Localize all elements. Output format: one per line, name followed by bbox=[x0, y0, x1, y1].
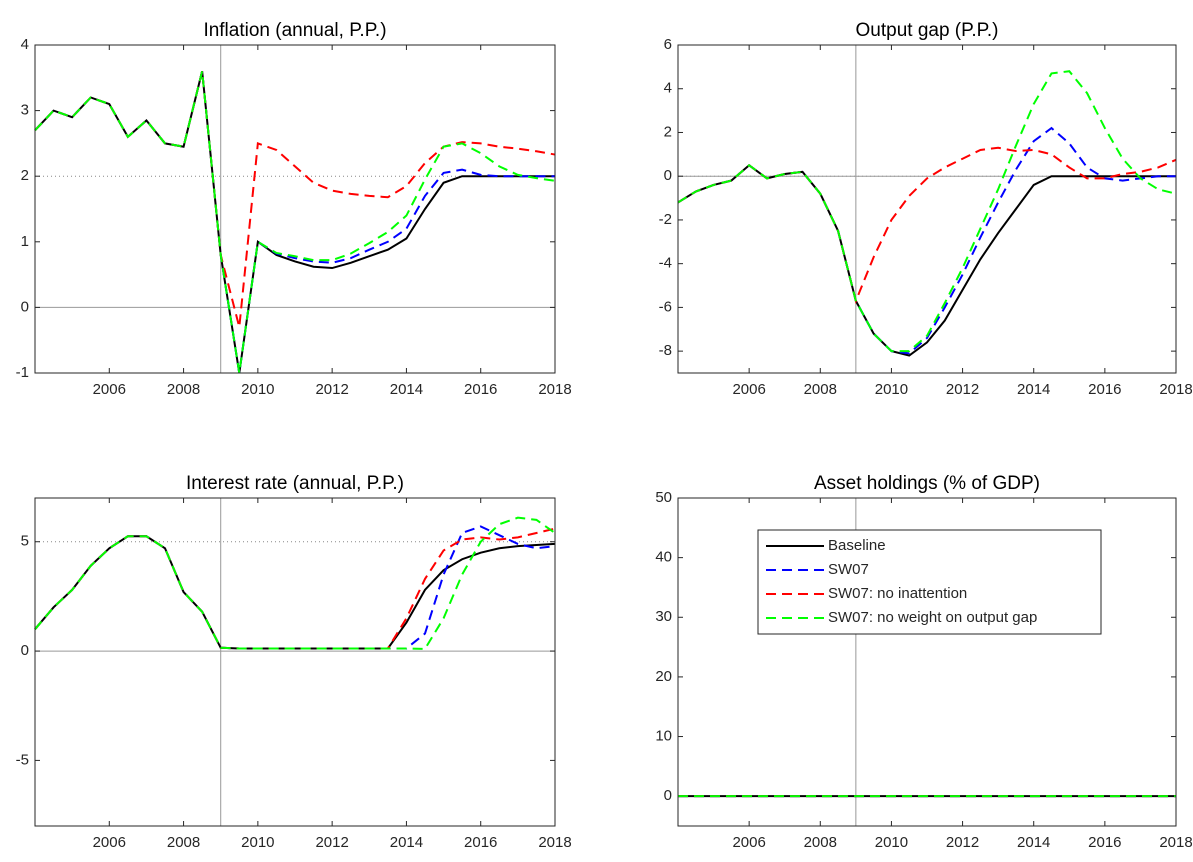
series-line bbox=[677, 70, 1177, 353]
x-tick-label: 2010 bbox=[241, 834, 274, 851]
y-tick-label: 1 bbox=[21, 233, 29, 250]
x-tick-label: 2016 bbox=[1088, 834, 1121, 851]
legend-label: SW07: no weight on output gap bbox=[828, 609, 1037, 626]
x-tick-label: 2006 bbox=[732, 381, 765, 398]
x-tick-label: 2012 bbox=[315, 381, 348, 398]
series-line bbox=[34, 71, 556, 374]
y-tick-label: -5 bbox=[16, 751, 29, 768]
y-tick-label: 10 bbox=[655, 728, 672, 745]
chart-title: Output gap (P.P.) bbox=[856, 20, 999, 41]
x-tick-label: 2018 bbox=[538, 834, 571, 851]
x-tick-label: 2016 bbox=[464, 834, 497, 851]
x-tick-label: 2018 bbox=[538, 381, 571, 398]
x-tick-label: 2008 bbox=[167, 381, 200, 398]
series-line bbox=[34, 535, 556, 650]
y-tick-label: -1 bbox=[16, 364, 29, 381]
x-tick-label: 2010 bbox=[875, 381, 908, 398]
x-tick-label: 2014 bbox=[1017, 834, 1050, 851]
x-tick-label: 2010 bbox=[241, 381, 274, 398]
y-tick-label: 6 bbox=[664, 36, 672, 53]
legend-label: Baseline bbox=[828, 537, 886, 554]
y-tick-label: -6 bbox=[659, 298, 672, 315]
legend-label: SW07: no inattention bbox=[828, 585, 967, 602]
x-tick-label: 2012 bbox=[946, 381, 979, 398]
y-tick-label: 2 bbox=[21, 167, 29, 184]
x-tick-label: 2006 bbox=[93, 381, 126, 398]
y-tick-label: 0 bbox=[21, 298, 29, 315]
y-tick-label: 50 bbox=[655, 489, 672, 506]
x-tick-label: 2008 bbox=[804, 381, 837, 398]
y-tick-label: 3 bbox=[21, 102, 29, 119]
x-tick-label: 2012 bbox=[946, 834, 979, 851]
y-tick-label: 4 bbox=[664, 80, 672, 97]
axes-frame bbox=[34, 497, 556, 827]
x-tick-label: 2014 bbox=[390, 834, 423, 851]
x-tick-label: 2016 bbox=[464, 381, 497, 398]
y-tick-label: 2 bbox=[664, 123, 672, 140]
x-tick-label: 2008 bbox=[167, 834, 200, 851]
y-tick-label: 0 bbox=[21, 642, 29, 659]
x-tick-label: 2008 bbox=[804, 834, 837, 851]
y-tick-label: 0 bbox=[664, 167, 672, 184]
y-tick-label: 20 bbox=[655, 668, 672, 685]
x-tick-label: 2010 bbox=[875, 834, 908, 851]
axes-frame bbox=[677, 44, 1177, 374]
axes-frame bbox=[677, 497, 1177, 827]
y-tick-label: 0 bbox=[664, 787, 672, 804]
legend-label: SW07 bbox=[828, 561, 869, 578]
y-tick-label: -8 bbox=[659, 342, 672, 359]
y-tick-label: 30 bbox=[655, 608, 672, 625]
y-tick-label: 4 bbox=[21, 36, 29, 53]
y-tick-label: 5 bbox=[21, 533, 29, 550]
x-tick-label: 2016 bbox=[1088, 381, 1121, 398]
x-tick-label: 2006 bbox=[732, 834, 765, 851]
chart-title: Inflation (annual, P.P.) bbox=[203, 20, 386, 41]
chart-title: Interest rate (annual, P.P.) bbox=[186, 473, 404, 494]
chart-title: Asset holdings (% of GDP) bbox=[814, 473, 1040, 494]
x-tick-label: 2014 bbox=[1017, 381, 1050, 398]
plot-area bbox=[678, 45, 1176, 373]
legend-box bbox=[757, 529, 1102, 635]
x-tick-label: 2006 bbox=[93, 834, 126, 851]
y-tick-label: -2 bbox=[659, 211, 672, 228]
x-tick-label: 2012 bbox=[315, 834, 348, 851]
x-tick-label: 2014 bbox=[390, 381, 423, 398]
x-tick-label: 2018 bbox=[1159, 381, 1192, 398]
plot-area bbox=[35, 45, 555, 373]
plot-area bbox=[35, 498, 555, 826]
y-tick-label: -4 bbox=[659, 255, 672, 272]
series-line bbox=[34, 527, 556, 650]
axes-frame bbox=[34, 44, 556, 374]
series-line bbox=[34, 525, 556, 650]
y-tick-label: 40 bbox=[655, 549, 672, 566]
x-tick-label: 2018 bbox=[1159, 834, 1192, 851]
